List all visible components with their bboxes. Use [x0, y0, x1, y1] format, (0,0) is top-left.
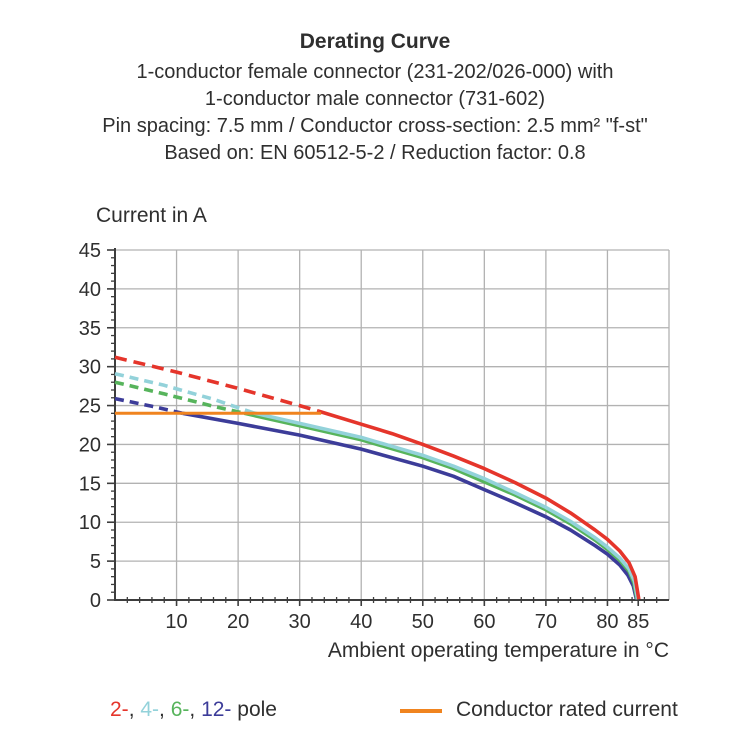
- curve-2-pole-solid: [317, 409, 641, 600]
- svg-text:70: 70: [535, 611, 557, 633]
- curve-2-pole: [114, 355, 641, 600]
- svg-text:5: 5: [90, 551, 101, 573]
- rated-current-line-swatch: [400, 709, 442, 713]
- curve-4-pole-solid: [253, 411, 640, 600]
- chart-title: Derating Curve: [299, 30, 451, 53]
- rated-current-label: Conductor rated current: [456, 698, 678, 721]
- curve-2-pole-dashed: [114, 355, 319, 413]
- x-axis-title: Ambient operating temperature in °C: [328, 639, 669, 662]
- svg-text:40: 40: [350, 611, 372, 633]
- subtitle-line-3: Pin spacing: 7.5 mm / Conductor cross-se…: [102, 115, 648, 137]
- svg-text:0: 0: [90, 590, 101, 612]
- legend-separator: ,: [159, 698, 171, 721]
- legend-pole-12: 12-: [201, 698, 232, 721]
- svg-text:60: 60: [473, 611, 495, 633]
- x-tick-labels: 10 20 30 40 50 60 70 80 85: [165, 611, 649, 633]
- legend-pole-suffix: pole: [231, 698, 277, 721]
- subtitle-line-1: 1-conductor female connector (231-202/02…: [136, 61, 614, 83]
- curve-12-pole: [114, 396, 639, 600]
- curve-6-pole-dashed: [114, 380, 245, 416]
- derating-chart: 10 20 30 40 50 60 70 80 85 0 5 10 15 20 25 30 35 40 45 Curr…: [0, 195, 750, 665]
- svg-text:45: 45: [79, 240, 101, 262]
- legend-separator: ,: [128, 698, 141, 721]
- y-axis-title: Current in A: [96, 204, 207, 227]
- svg-text:85: 85: [627, 611, 649, 633]
- svg-text:30: 30: [289, 611, 311, 633]
- curve-12-pole-solid: [182, 411, 639, 600]
- curve-12-pole-dashed: [114, 396, 184, 416]
- y-tick-labels: 0 5 10 15 20 25 30 35 40 45: [79, 240, 101, 612]
- legend-rated-current: Conductor rated current: [400, 698, 678, 722]
- curve-6-pole-solid: [243, 411, 639, 600]
- svg-text:10: 10: [165, 611, 187, 633]
- legend-pole-6: 6-: [170, 698, 190, 721]
- svg-text:15: 15: [79, 473, 101, 495]
- svg-text:35: 35: [79, 318, 101, 340]
- chart-header: Derating Curve 1-conductor female connec…: [0, 28, 750, 167]
- legend-pole-2: 2-: [110, 698, 129, 721]
- axis-ticks: [107, 249, 658, 606]
- subtitle-line-2: 1-conductor male connector (731-602): [204, 88, 546, 110]
- legend: 2-, 4-, 6-, 12- pole Conductor rated cur…: [0, 692, 750, 732]
- svg-text:40: 40: [79, 279, 101, 301]
- derating-chart-svg: 10 20 30 40 50 60 70 80 85 0 5 10 15 20 25 30 35 40 45 Curr…: [79, 204, 670, 662]
- legend-pole-4: 4-: [140, 698, 160, 721]
- svg-text:20: 20: [227, 611, 249, 633]
- svg-text:80: 80: [596, 611, 618, 633]
- svg-text:10: 10: [79, 512, 101, 534]
- legend-separator: ,: [189, 698, 202, 721]
- curve-4-pole: [114, 371, 640, 600]
- gridlines: [115, 249, 670, 600]
- subtitle-line-4: Based on: EN 60512-5-2 / Reduction facto…: [164, 142, 586, 164]
- svg-text:25: 25: [79, 396, 101, 418]
- svg-text:50: 50: [412, 611, 434, 633]
- svg-text:20: 20: [79, 434, 101, 456]
- legend-poles: 2-, 4-, 6-, 12- pole: [110, 698, 277, 722]
- svg-text:30: 30: [79, 357, 101, 379]
- curve-4-pole-dashed: [114, 371, 255, 415]
- axes: [114, 248, 669, 601]
